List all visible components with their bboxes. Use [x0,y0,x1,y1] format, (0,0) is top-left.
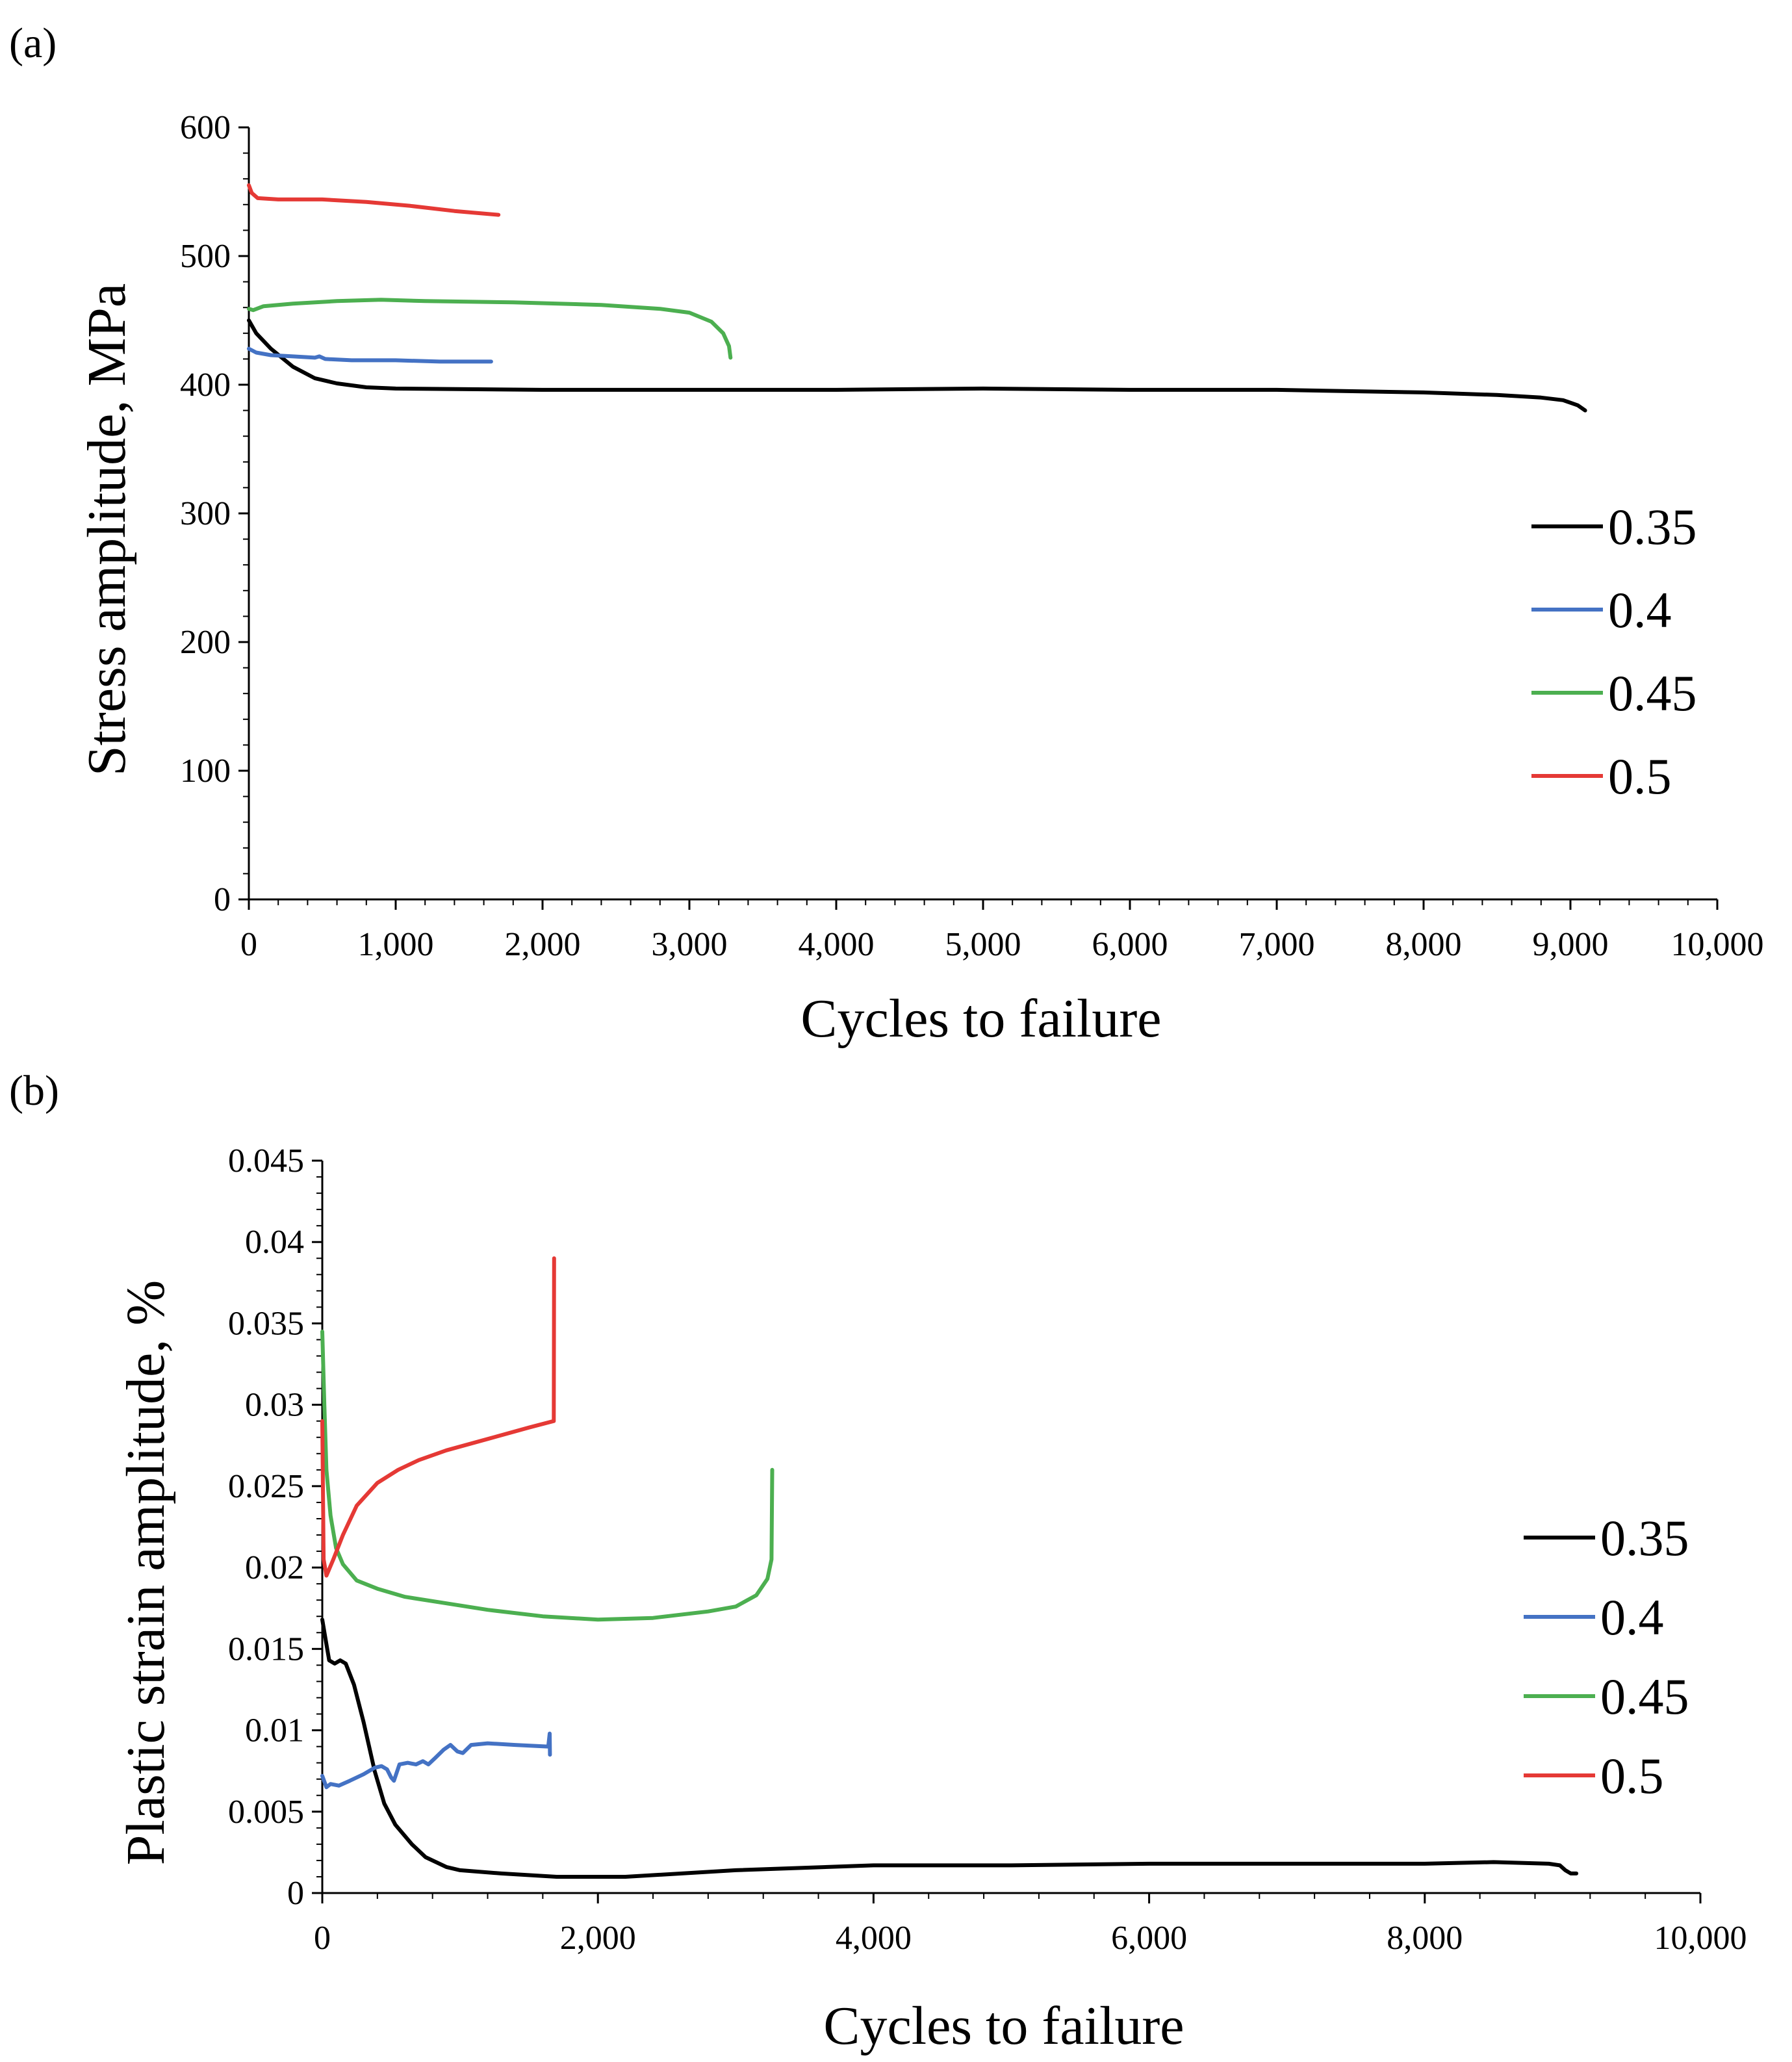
x-tick-label: 8,000 [1386,926,1462,963]
y-tick-label: 0.01 [245,1712,304,1749]
series-line-0.5 [247,183,501,217]
x-tick-label: 0 [314,1920,331,1957]
x-axis-title-a: Cycles to failure [800,988,1161,1049]
x-tick-label: 10,000 [1671,926,1764,963]
series-line-0.45 [320,1330,774,1622]
x-tick-label: 6,000 [1111,1920,1187,1957]
y-axis-title-a: Stress amplitude, MPa [77,283,137,776]
series-line-0.5 [320,1256,556,1578]
legend-label-0.35: 0.35 [1600,1510,1689,1566]
series-line-0.35 [320,1617,1579,1879]
plot-area-a: 0 100 200 300 400 500 600 0 1,000 2,000 3,000 4,000… [180,109,1764,963]
series-line-0.4 [320,1731,552,1790]
x-tick-label: 1,000 [358,926,434,963]
series-line-0.45 [247,298,733,360]
y-tick-label: 0 [214,881,231,918]
x-tick-label: 5,000 [945,926,1021,963]
legend-label-0.4: 0.4 [1600,1589,1664,1645]
chart-panel-b: (b) 0 0.005 0.01 0.015 0.02 0.025 0.03 0.035 0.0… [0,1066,1792,2062]
x-tick-label: 2,000 [505,926,581,963]
series-line-0.35 [247,318,1587,413]
x-tick-label: 0 [240,926,257,963]
y-tick-label: 0.015 [228,1630,304,1668]
x-tick-label: 7,000 [1239,926,1315,963]
y-tick-label: 300 [180,495,231,532]
x-tick-label: 10,000 [1654,1920,1747,1957]
legend-label-0.35: 0.35 [1608,498,1697,555]
legend-label-0.5: 0.5 [1608,748,1672,805]
panel-label-a: (a) [9,19,57,67]
stress-amplitude-chart: (a) 0 100 200 300 400 500 600 0 1,000 2,000 3,000 4… [9,19,1764,1049]
y-axis-title-b: Plastic strain amplitude, % [116,1280,176,1866]
x-tick-label: 4,000 [836,1920,912,1957]
plot-area-b: 0 0.005 0.01 0.015 0.02 0.025 0.03 0.035 0.04 0.0… [228,1142,1747,1957]
y-tick-label: 0.025 [228,1468,304,1505]
y-tick-label: 400 [180,367,231,404]
y-tick-label: 0.02 [245,1549,304,1586]
x-tick-label: 8,000 [1387,1920,1463,1957]
y-tick-label: 0.045 [228,1142,304,1179]
y-tick-label: 0.005 [228,1794,304,1831]
x-tick-label: 2,000 [560,1920,636,1957]
x-tick-label: 6,000 [1092,926,1168,963]
legend-label-0.4: 0.4 [1608,582,1672,638]
y-tick-label: 200 [180,624,231,661]
y-tick-label: 0.035 [228,1305,304,1342]
x-tick-label: 3,000 [652,926,728,963]
legend-label-0.5: 0.5 [1600,1747,1664,1804]
series-line-0.4 [247,346,493,364]
legend-label-0.45: 0.45 [1600,1668,1689,1725]
panel-label-b: (b) [9,1067,59,1115]
y-tick-label: 0 [287,1875,304,1912]
legend-label-0.45: 0.45 [1608,665,1697,721]
y-tick-label: 0.04 [245,1224,304,1261]
x-tick-label: 4,000 [799,926,875,963]
x-axis-title-b: Cycles to failure [823,1996,1184,2056]
y-tick-label: 500 [180,238,231,275]
chart-panel-a: (a) 0 100 200 300 400 500 600 0 1,000 2,000 3,000 4… [9,19,1764,1049]
y-tick-label: 100 [180,753,231,790]
plastic-strain-chart: (b) 0 0.005 0.01 0.015 0.02 0.025 0.03 0.035 0.0… [9,1067,1747,2056]
y-tick-label: 0.03 [245,1387,304,1424]
x-tick-label: 9,000 [1533,926,1609,963]
y-tick-label: 600 [180,109,231,146]
